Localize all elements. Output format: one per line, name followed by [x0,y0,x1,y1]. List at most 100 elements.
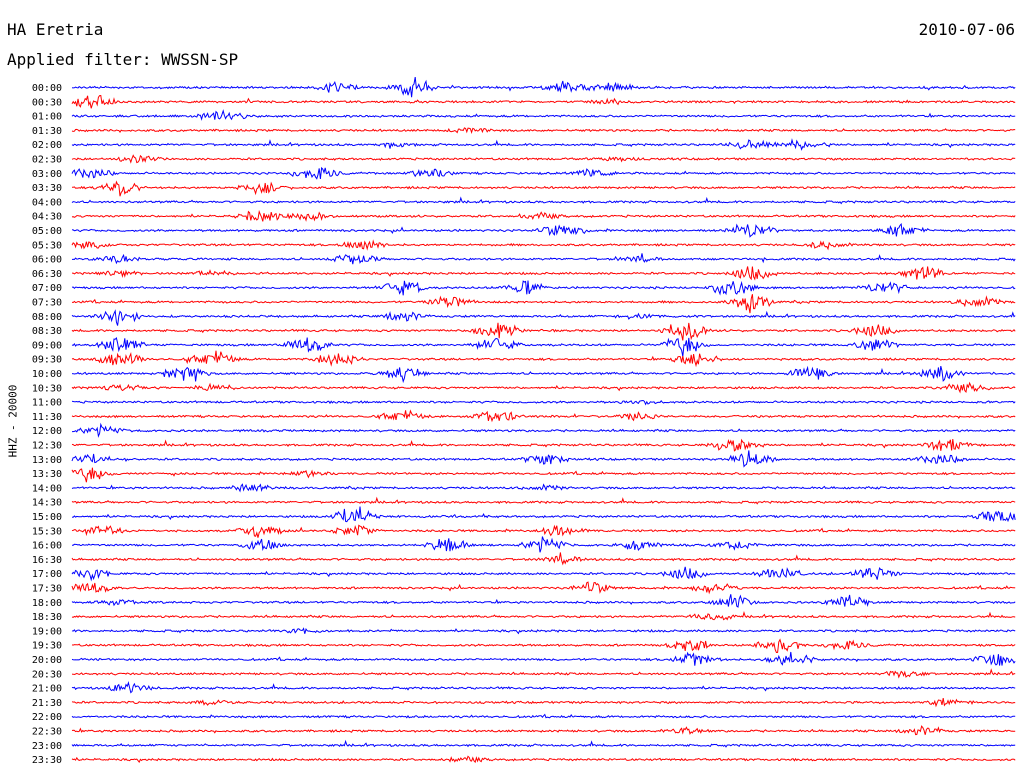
trace-line [71,253,1016,265]
trace-line [71,294,1016,314]
row-time-label: 17:00 [32,569,62,580]
row-time-label: 07:30 [32,298,62,309]
trace-line [71,725,1016,736]
row-time-label: 05:30 [32,240,62,251]
trace-line [71,337,1016,357]
trace-line [71,611,1016,621]
trace-line [71,239,1016,251]
trace-line [71,450,1016,468]
row-time-label: 15:30 [32,526,62,537]
trace-line [71,222,1016,238]
row-time-label: 18:00 [32,598,62,609]
filter-label: Applied filter: WWSSN-SP [7,50,239,69]
row-time-label: 18:30 [32,612,62,623]
row-time-label: 04:00 [32,197,62,208]
row-time-label: 10:30 [32,383,62,394]
trace-line [71,381,1016,394]
trace-line [71,651,1016,666]
row-time-label: 16:00 [32,541,62,552]
row-time-label: 12:30 [32,441,62,452]
row-time-label: 00:00 [32,83,62,94]
row-time-label: 01:30 [32,126,62,137]
trace-line [71,166,1016,180]
row-time-label: 01:00 [32,112,62,123]
row-time-label: 06:30 [32,269,62,280]
row-time-label: 05:00 [32,226,62,237]
trace-line [71,467,1016,483]
trace-line [71,365,1016,384]
trace-line [72,422,1016,438]
trace-line [71,594,1016,608]
trace-line [71,524,1016,538]
row-time-label: 16:30 [32,555,62,566]
row-time-label: 11:00 [32,398,62,409]
row-time-label: 23:30 [32,755,62,766]
trace-line [71,77,1016,98]
trace-line [71,566,1016,582]
trace-line [71,154,1016,164]
row-time-label: 22:00 [32,712,62,723]
row-time-label: 03:30 [32,183,62,194]
row-time-label: 11:30 [32,412,62,423]
trace-line [71,209,1016,222]
row-time-label: 09:00 [32,340,62,351]
trace-line [71,438,1016,452]
trace-line [71,581,1016,595]
row-time-label: 12:00 [32,426,62,437]
trace-line [71,409,1016,423]
row-time-label: 20:30 [32,669,62,680]
trace-line [71,322,1016,341]
trace-line [71,627,1016,635]
row-time-label: 06:00 [32,255,62,266]
trace-line [71,698,1016,708]
trace-line [71,309,1016,326]
row-time-label: 09:30 [32,355,62,366]
row-time-label: 15:00 [32,512,62,523]
row-time-label: 19:30 [32,641,62,652]
trace-line [71,196,1016,205]
trace-line [71,552,1016,566]
trace-line [71,94,1016,109]
row-time-label: 02:30 [32,155,62,166]
trace-line [71,180,1016,197]
row-time-label: 10:00 [32,369,62,380]
row-time-label: 08:00 [32,312,62,323]
trace-line [71,506,1016,523]
trace-line [71,138,1016,151]
date-label: 2010-07-06 [918,20,1015,39]
row-time-label: 14:00 [32,483,62,494]
trace-line [71,350,1016,368]
trace-line [71,681,1016,694]
trace-line [71,496,1016,505]
trace-line [71,399,1016,406]
row-time-label: 21:30 [32,698,62,709]
trace-line [72,536,1016,553]
row-time-label: 14:30 [32,498,62,509]
row-time-label: 02:00 [32,140,62,151]
trace-line [71,483,1016,493]
trace-line [71,713,1016,719]
row-time-label: 23:00 [32,741,62,752]
row-time-label: 20:00 [32,655,62,666]
row-time-label: 19:00 [32,626,62,637]
trace-line [71,755,1016,764]
trace-line [71,127,1016,135]
row-time-label: 00:30 [32,97,62,108]
trace-line [72,266,1016,281]
trace-line [71,109,1016,121]
row-time-label: 21:00 [32,684,62,695]
row-time-label: 13:00 [32,455,62,466]
row-time-label: 13:30 [32,469,62,480]
row-time-label: 22:30 [32,727,62,738]
row-time-label: 04:30 [32,212,62,223]
trace-line [71,638,1016,654]
row-time-label: 17:30 [32,584,62,595]
row-time-label: 08:30 [32,326,62,337]
row-time-label: 07:00 [32,283,62,294]
trace-line [71,739,1016,748]
row-time-label: 03:00 [32,169,62,180]
station-title: HA Eretria [7,20,104,39]
trace-line [71,668,1016,679]
trace-line [71,280,1016,296]
